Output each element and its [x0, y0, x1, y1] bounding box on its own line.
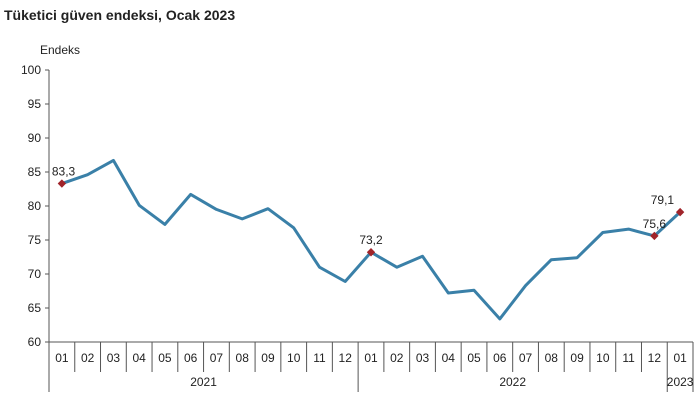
x-tick-label: 05 [467, 351, 481, 365]
x-tick-label: 01 [673, 351, 687, 365]
x-tick-label: 02 [390, 351, 404, 365]
x-tick-label: 11 [313, 351, 326, 365]
y-tick-label: 70 [28, 267, 42, 281]
x-tick-label: 06 [184, 351, 198, 365]
x-tick-label: 04 [442, 351, 456, 365]
y-tick-label: 80 [28, 199, 42, 213]
x-tick-label: 09 [261, 351, 275, 365]
x-tick-label: 10 [287, 351, 301, 365]
x-tick-label: 12 [339, 351, 353, 365]
data-point-marker [650, 231, 659, 241]
data-label: 73,2 [359, 233, 383, 247]
axes [48, 70, 694, 392]
x-tick-label: 01 [364, 351, 378, 365]
year-label: 2022 [499, 375, 526, 389]
markers: 83,3 73,2 75,6 79,1 [52, 165, 685, 257]
y-tick-label: 85 [28, 165, 42, 179]
data-label: 79,1 [651, 193, 675, 207]
x-tick-label: 03 [416, 351, 430, 365]
y-tick-label: 100 [21, 63, 41, 77]
x-tick-label: 08 [236, 351, 250, 365]
y-tick-label: 90 [28, 131, 42, 145]
y-tick-label: 75 [28, 233, 42, 247]
y-tick-label: 95 [28, 97, 42, 111]
data-point-marker [675, 207, 685, 217]
x-tick-label: 05 [158, 351, 172, 365]
x-tick-label: 09 [570, 351, 584, 365]
x-tick-label: 12 [648, 351, 662, 365]
x-tick-label: 08 [545, 351, 559, 365]
x-tick-label: 04 [132, 351, 146, 365]
y-axis-label: Endeks [40, 43, 80, 57]
y-tick-label: 65 [28, 301, 42, 315]
data-label: 83,3 [52, 165, 76, 179]
data-point-marker [57, 179, 67, 188]
x-ticks: 01 02 03 04 05 06 07 08 09 10 11 12 01 02 03 04 05 06 07 08… [48, 342, 694, 392]
x-tick-label: 02 [81, 351, 95, 365]
x-tick-label: 10 [596, 351, 610, 365]
year-label: 2021 [190, 375, 217, 389]
y-ticks: 60 65 70 75 80 85 90 95 100 [21, 63, 49, 349]
year-labels: 2021 2022 2023 [190, 375, 694, 389]
data-label: 75,6 [643, 217, 667, 231]
data-point-marker [366, 248, 376, 257]
y-tick-label: 60 [28, 335, 42, 349]
x-tick-label: 01 [55, 351, 69, 365]
x-tick-label: 07 [210, 351, 224, 365]
x-tick-label: 03 [107, 351, 121, 365]
x-tick-label: 07 [519, 351, 533, 365]
year-label: 2023 [667, 375, 694, 389]
x-tick-label: 06 [493, 351, 507, 365]
x-tick-label: 11 [622, 351, 635, 365]
chart-title: Tüketici güven endeksi, Ocak 2023 [4, 7, 235, 23]
